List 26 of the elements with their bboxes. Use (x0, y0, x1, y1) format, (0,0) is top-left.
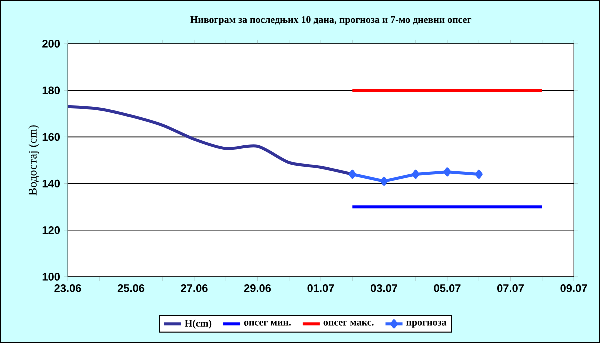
y-tick-label: 140 (42, 180, 60, 188)
x-tick-label: 09.07 (560, 284, 588, 292)
x-tick-label: 07.07 (497, 284, 524, 292)
point (380, 176, 388, 186)
legend-label: прогноза (406, 321, 447, 328)
y-tick-label: 160 (42, 133, 60, 142)
x-tick-label: 03.07 (370, 284, 398, 292)
legend-label: опсег мин. (244, 321, 292, 326)
x-tick-label: 05.07 (434, 284, 461, 292)
x-tick-label: 27.06 (181, 284, 208, 292)
point (444, 168, 452, 177)
x-tick-label: 29.06 (244, 284, 272, 292)
x-tick-label: 23.06 (54, 284, 82, 292)
y-tick-label: 100 (42, 273, 60, 281)
y-tick-label: 180 (42, 86, 60, 94)
chart-title: Нивограм за последњих 10 дана, прогноза и 7-мо дневни опсег (190, 16, 472, 26)
y-tick-label: 200 (42, 40, 60, 48)
point (412, 170, 420, 179)
point (475, 170, 483, 179)
x-tick-label: 25.06 (118, 284, 145, 292)
x-tick-label: 01.07 (308, 284, 334, 292)
legend-label: H(cm) (185, 320, 212, 329)
y-axis-title: Водостај (cm) (28, 126, 40, 196)
point (348, 170, 356, 179)
y-tick-label: 120 (42, 226, 60, 234)
legend-label: опсег макс. (324, 321, 374, 326)
